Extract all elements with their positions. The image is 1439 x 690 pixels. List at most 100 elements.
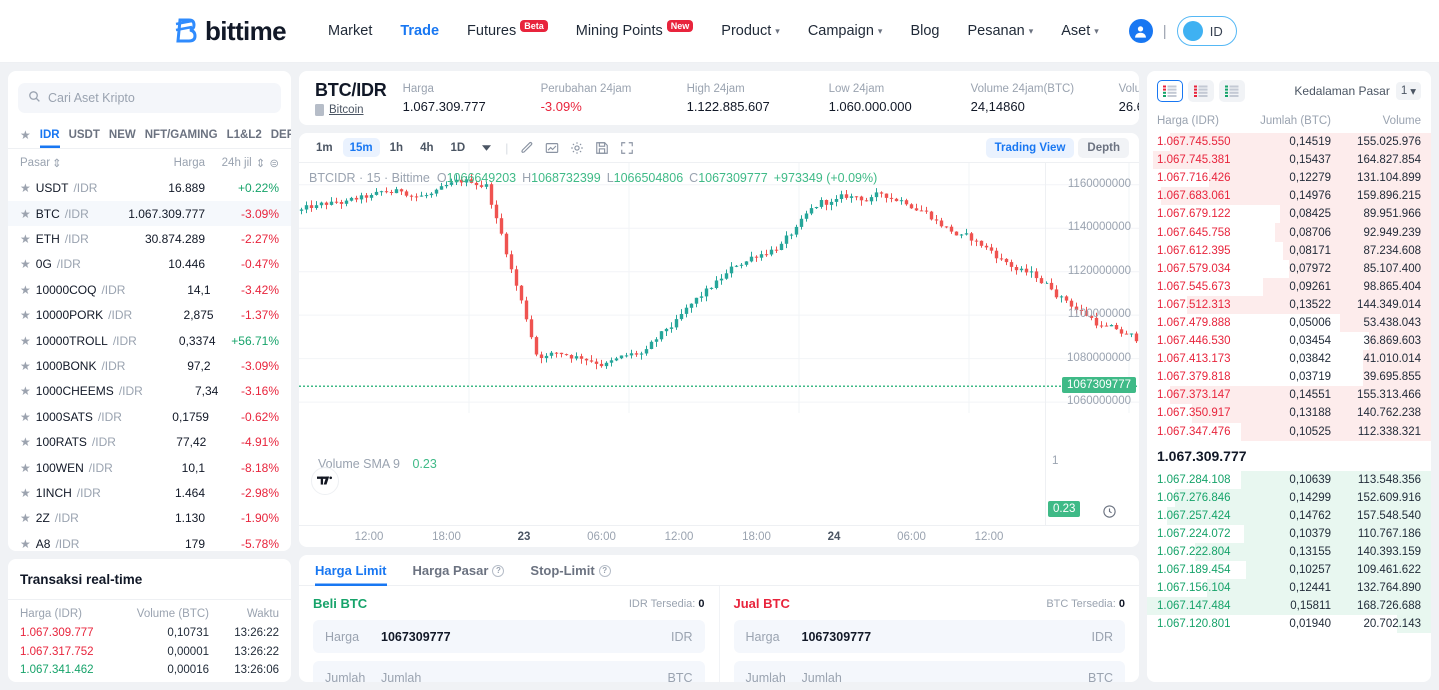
orderbook-row[interactable]: 1.067.716.426 0,12279 131.104.899 [1147, 169, 1431, 188]
sell-amount-input[interactable] [801, 670, 1088, 682]
orderbook-view-asks-icon[interactable] [1188, 80, 1214, 102]
help-icon[interactable]: ? [598, 564, 611, 577]
nav-item-market[interactable]: Market [328, 23, 372, 39]
orderbook-row[interactable]: 1.067.679.122 0,08425 89.951.966 [1147, 205, 1431, 224]
nav-item-product[interactable]: Product ▾ [721, 23, 780, 39]
help-icon[interactable]: ? [492, 564, 505, 577]
orderbook-row[interactable]: 1.067.479.888 0,05006 53.438.043 [1147, 313, 1431, 333]
market-row[interactable]: ★ 100WEN/IDR 10,1 -8.18% [8, 455, 291, 480]
nav-item-campaign[interactable]: Campaign ▾ [808, 23, 883, 39]
draw-tool-icon[interactable] [516, 137, 538, 159]
orderbook-row[interactable]: 1.067.645.758 0,08706 92.949.239 [1147, 223, 1431, 242]
chart-view-trading-view[interactable]: Trading View [985, 137, 1075, 158]
favorite-star-icon[interactable]: ★ [20, 359, 31, 373]
orderbook-row[interactable]: 1.067.512.313 0,13522 144.349.014 [1147, 295, 1431, 314]
favorite-star-icon[interactable]: ★ [20, 181, 31, 196]
favorite-star-icon[interactable]: ★ [20, 485, 31, 500]
nav-item-mining-points[interactable]: Mining Points New [576, 20, 694, 39]
settings-gear-icon[interactable] [566, 137, 588, 159]
orderbook-row[interactable]: 1.067.579.034 0,07972 85.107.400 [1147, 259, 1431, 278]
favorite-star-icon[interactable]: ★ [20, 409, 31, 424]
chart-canvas-area[interactable]: BTCIDR · 15 · Bittime O1066649203 H10687… [299, 163, 1139, 525]
orderbook-row[interactable]: 1.067.612.395 0,08171 87.234.608 [1147, 241, 1431, 260]
market-row[interactable]: ★ 1INCH/IDR 1.464 -2.98% [8, 480, 291, 505]
orderbook-row[interactable]: 1.067.222.804 0,13155 140.393.159 [1147, 542, 1431, 562]
timeframe-1h[interactable]: 1h [389, 141, 404, 154]
indicator-chart-icon[interactable] [541, 137, 563, 159]
market-row[interactable]: ★ 10000PORK/IDR 2,875 -1.37% [8, 303, 291, 328]
nav-item-aset[interactable]: Aset ▾ [1061, 23, 1099, 39]
favorite-star-icon[interactable]: ★ [20, 282, 31, 297]
buy-amount-input[interactable] [381, 670, 668, 682]
market-tab-l1-l2[interactable]: L1&L2 [226, 129, 262, 142]
market-tab-def[interactable]: DEF [270, 129, 291, 142]
market-row[interactable]: ★ 1000CHEEMS/IDR 7,34 -3.16% [8, 379, 291, 404]
nav-item-blog[interactable]: Blog [910, 23, 939, 39]
orderbook-row[interactable]: 1.067.156.104 0,12441 132.764.890 [1147, 579, 1431, 598]
orderbook-row[interactable]: 1.067.350.917 0,13188 140.762.238 [1147, 404, 1431, 423]
market-tab-new[interactable]: NEW [108, 129, 136, 142]
order-tab-harga-pasar[interactable]: Harga Pasar? [413, 555, 505, 586]
nav-item-trade[interactable]: Trade [400, 23, 439, 39]
orderbook-row[interactable]: 1.067.257.424 0,14762 157.548.540 [1147, 506, 1431, 525]
nav-item-pesanan[interactable]: Pesanan ▾ [967, 23, 1033, 39]
orderbook-row[interactable]: 1.067.189.454 0,10257 109.461.622 [1147, 561, 1431, 580]
market-row[interactable]: ★ 10000COQ/IDR 14,1 -3.42% [8, 277, 291, 302]
market-row[interactable]: ★ USDT/IDR 16.889 +0.22% [8, 176, 291, 201]
orderbook-view-bids-icon[interactable] [1219, 80, 1245, 102]
orderbook-row[interactable]: 1.067.745.381 0,15437 164.827.854 [1147, 151, 1431, 170]
timeframe-1D[interactable]: 1D [450, 141, 466, 154]
timeframe-15m[interactable]: 15m [342, 138, 380, 157]
favorite-star-icon[interactable]: ★ [20, 384, 31, 399]
price-axis[interactable]: 1160000000 1140000000 1120000000 1100000000… [1045, 163, 1139, 525]
orderbook-row[interactable]: 1.067.379.818 0,03719 39.695.855 [1147, 368, 1431, 387]
save-snapshot-icon[interactable] [591, 137, 613, 159]
orderbook-row[interactable]: 1.067.545.673 0,09261 98.865.404 [1147, 277, 1431, 296]
market-row[interactable]: ★ BTC/IDR 1.067.309.777 -3.09% [8, 200, 291, 227]
market-row[interactable]: ★ A8/IDR 179 -5.78% [8, 531, 291, 551]
brand-logo[interactable]: bittime [172, 16, 287, 47]
market-row[interactable]: ★ 2Z/IDR 1.130 -1.90% [8, 506, 291, 531]
favorites-star-icon[interactable]: ★ [20, 128, 31, 143]
orderbook-row[interactable]: 1.067.284.108 0,10639 113.548.356 [1147, 470, 1431, 489]
tradingview-logo-icon[interactable] [311, 467, 339, 495]
orderbook-row[interactable]: 1.067.347.476 0,10525 112.338.321 [1147, 422, 1431, 441]
favorite-star-icon[interactable]: ★ [20, 206, 31, 221]
orderbook-row[interactable]: 1.067.446.530 0,03454 36.869.603 [1147, 332, 1431, 351]
timeframe-4h[interactable]: 4h [420, 141, 434, 154]
column-header-price[interactable]: Harga [173, 156, 205, 169]
orderbook-row[interactable]: 1.067.373.147 0,14551 155.313.466 [1147, 386, 1431, 405]
timeframe-1m[interactable]: 1m [316, 141, 333, 154]
user-account-icon[interactable] [1128, 19, 1153, 43]
favorite-star-icon[interactable]: ★ [20, 232, 31, 247]
market-row[interactable]: ★ 0G/IDR 10.446 -0.47% [8, 252, 291, 277]
buy-price-input[interactable] [381, 629, 671, 644]
favorite-star-icon[interactable]: ★ [20, 333, 31, 348]
language-selector[interactable]: ID [1176, 16, 1237, 46]
timeframe-dropdown-icon[interactable] [475, 137, 497, 159]
orderbook-row[interactable]: 1.067.224.072 0,10379 110.767.186 [1147, 524, 1431, 543]
favorite-star-icon[interactable]: ★ [20, 536, 31, 551]
column-header-pair[interactable]: Pasar ⇕ [20, 156, 62, 170]
nav-item-futures[interactable]: Futures Beta [467, 20, 548, 39]
favorite-star-icon[interactable]: ★ [20, 435, 31, 450]
sell-price-field[interactable]: Harga IDR [733, 620, 1125, 653]
coin-name-link[interactable]: Bitcoin [329, 104, 364, 116]
sell-price-input[interactable] [801, 629, 1092, 644]
favorite-star-icon[interactable]: ★ [20, 308, 31, 323]
market-tab-usdt[interactable]: USDT [68, 129, 100, 142]
buy-price-field[interactable]: Harga IDR [313, 620, 705, 653]
orderbook-view-both-icon[interactable] [1157, 80, 1183, 102]
chart-timezone-icon[interactable] [1102, 504, 1117, 522]
orderbook-row[interactable]: 1.067.120.801 0,01940 20.702.143 [1147, 615, 1431, 634]
market-row[interactable]: ★ 1000SATS/IDR 0,1759 -0.62% [8, 404, 291, 429]
column-header-change[interactable]: 24h jil ⇕ ⊜ [221, 156, 279, 170]
filter-icon[interactable]: ⊜ [269, 157, 279, 170]
market-row[interactable]: ★ ETH/IDR 30.874.289 -2.27% [8, 226, 291, 251]
favorite-star-icon[interactable]: ★ [20, 257, 31, 272]
chart-view-depth[interactable]: Depth [1078, 137, 1129, 158]
orderbook-row[interactable]: 1.067.745.550 0,14519 155.025.976 [1147, 133, 1431, 152]
market-row[interactable]: ★ 10000TROLL/IDR 0,3374 +56.71% [8, 328, 291, 353]
market-tab-idr[interactable]: IDR [40, 122, 60, 148]
asset-search-box[interactable] [18, 83, 281, 113]
